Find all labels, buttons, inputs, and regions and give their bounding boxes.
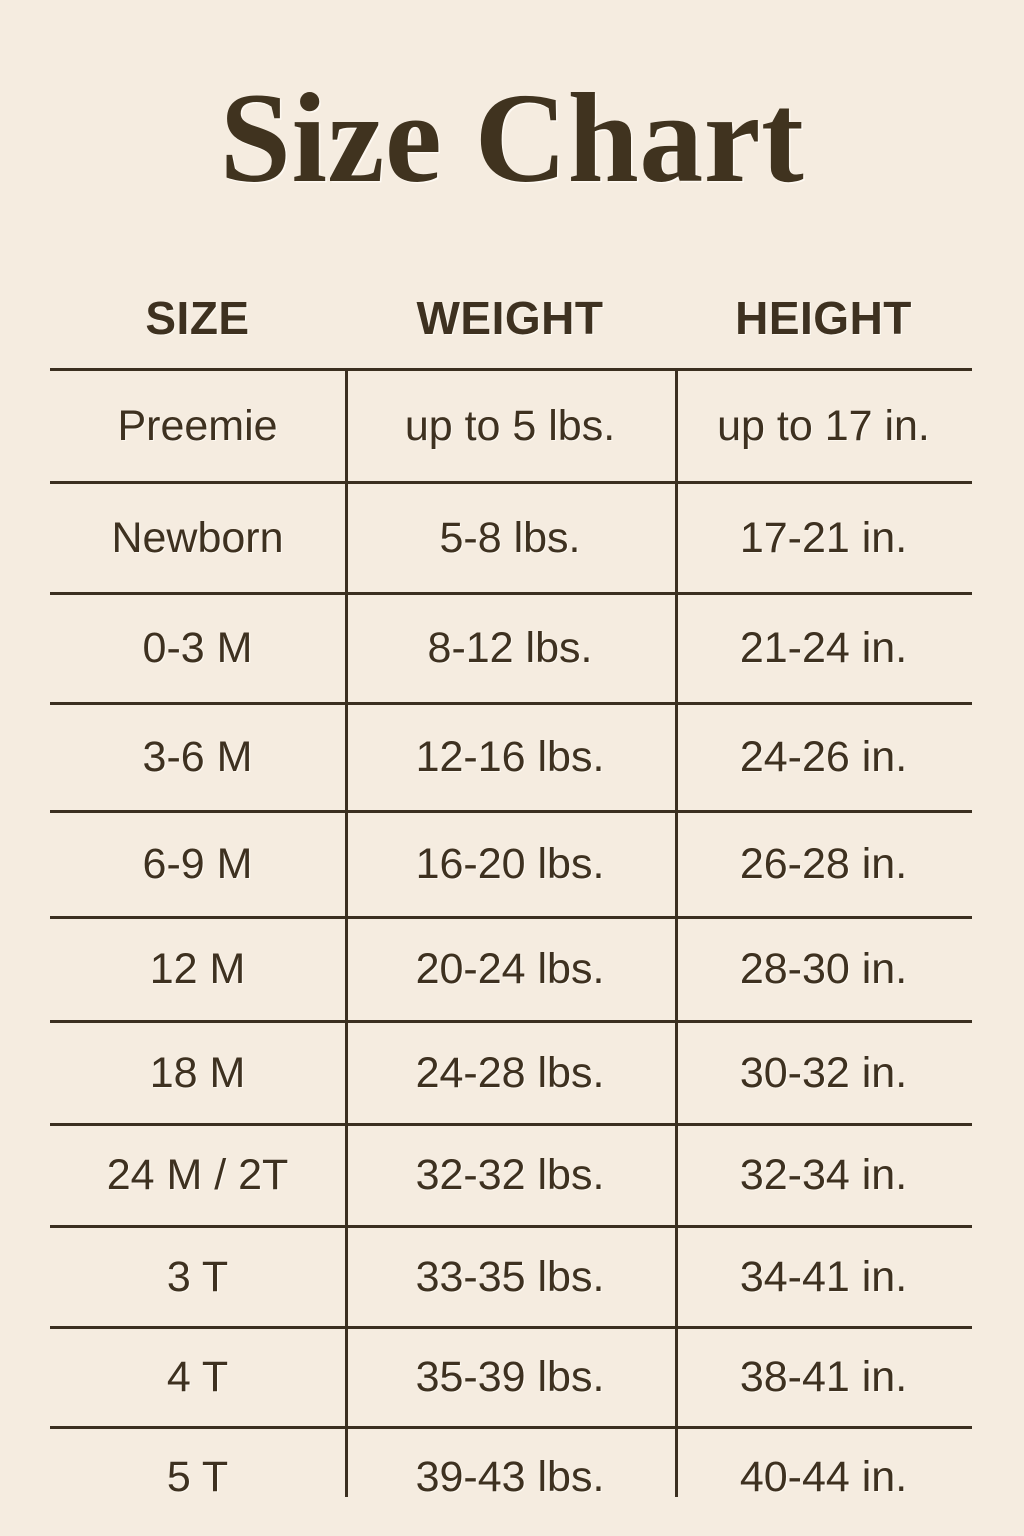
cell-weight: 5-8 lbs.	[439, 513, 581, 562]
cell-size: 5 T	[166, 1452, 229, 1501]
cell-size: 6-9 M	[142, 840, 253, 888]
column-header-size: SIZE	[145, 292, 250, 344]
cell-height: 26-28 in.	[739, 840, 908, 888]
cell-height: 28-30 in.	[739, 945, 908, 993]
cell-height: 30-32 in.	[739, 1048, 908, 1097]
cell-height: 21-24 in.	[739, 624, 908, 672]
cell-size: 12 M	[149, 945, 246, 993]
cell-height: 34-41 in.	[739, 1252, 908, 1301]
table-row: 3 T 33-35 lbs. 34-41 in.	[50, 1225, 972, 1326]
table-row: 3-6 M 12-16 lbs. 24-26 in.	[50, 702, 972, 810]
cell-weight: 8-12 lbs.	[427, 624, 593, 672]
cell-weight: up to 5 lbs.	[404, 401, 616, 450]
table-row: 18 M 24-28 lbs. 30-32 in.	[50, 1020, 972, 1123]
cell-height: 32-34 in.	[739, 1151, 908, 1199]
cell-weight: 35-39 lbs.	[415, 1353, 605, 1401]
table-row: 6-9 M 16-20 lbs. 26-28 in.	[50, 810, 972, 916]
table-body: Preemie up to 5 lbs. up to 17 in. Newbor…	[50, 368, 972, 1525]
cell-size: 18 M	[149, 1048, 246, 1097]
table-row: 24 M / 2T 32-32 lbs. 32-34 in.	[50, 1123, 972, 1225]
cell-weight: 20-24 lbs.	[415, 945, 605, 993]
column-header-height: HEIGHT	[735, 292, 912, 344]
table-row: 12 M 20-24 lbs. 28-30 in.	[50, 916, 972, 1020]
size-chart-table: SIZE WEIGHT HEIGHT Preemie up to 5 lbs. …	[50, 268, 972, 1525]
table-row: Newborn 5-8 lbs. 17-21 in.	[50, 481, 972, 592]
cell-size: 3-6 M	[142, 733, 253, 781]
column-divider-size-weight	[345, 368, 348, 1497]
column-divider-weight-height	[675, 368, 678, 1497]
cell-size: Newborn	[111, 513, 284, 562]
cell-weight: 33-35 lbs.	[415, 1252, 605, 1301]
cell-size: 4 T	[166, 1353, 229, 1401]
cell-height: 40-44 in.	[739, 1452, 908, 1501]
page-title: Size Chart	[219, 67, 805, 209]
table-header-row: SIZE WEIGHT HEIGHT	[50, 268, 972, 368]
cell-weight: 39-43 lbs.	[415, 1452, 605, 1501]
cell-weight: 32-32 lbs.	[415, 1151, 605, 1199]
table-row: 4 T 35-39 lbs. 38-41 in.	[50, 1326, 972, 1426]
column-header-weight: WEIGHT	[416, 292, 604, 344]
cell-height: 17-21 in.	[739, 513, 908, 562]
table-row: Preemie up to 5 lbs. up to 17 in.	[50, 368, 972, 481]
cell-weight: 24-28 lbs.	[415, 1048, 605, 1097]
cell-size: 24 M / 2T	[106, 1151, 289, 1199]
cell-weight: 12-16 lbs.	[415, 733, 605, 781]
table-row: 5 T 39-43 lbs. 40-44 in.	[50, 1426, 972, 1525]
cell-size: 3 T	[166, 1252, 229, 1301]
cell-weight: 16-20 lbs.	[415, 840, 605, 888]
cell-size: 0-3 M	[142, 624, 253, 672]
cell-height: up to 17 in.	[717, 401, 930, 450]
table-row: 0-3 M 8-12 lbs. 21-24 in.	[50, 592, 972, 702]
cell-size: Preemie	[117, 401, 278, 450]
cell-height: 38-41 in.	[739, 1353, 908, 1401]
cell-height: 24-26 in.	[739, 733, 908, 781]
